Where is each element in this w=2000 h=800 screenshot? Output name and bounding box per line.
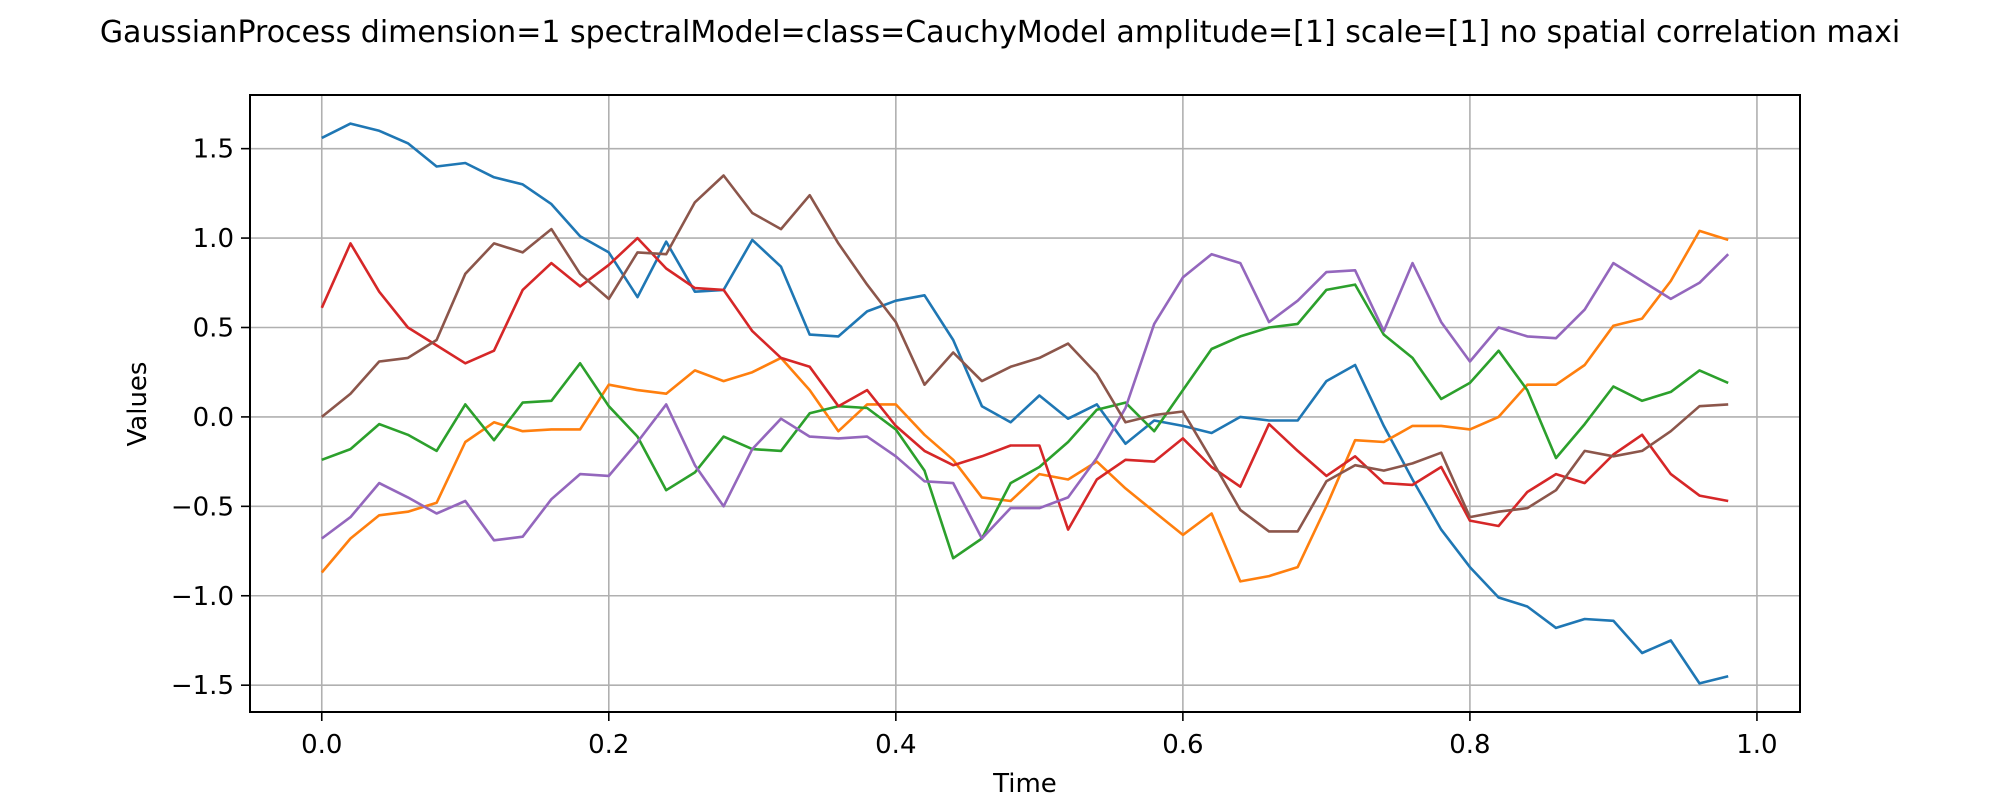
y-tick-label: 0.0 — [193, 403, 234, 433]
y-tick-label: 1.0 — [193, 224, 234, 254]
y-tick-label: 1.5 — [193, 135, 234, 165]
series-line-5 — [321, 252, 1730, 542]
series-line-4 — [320, 236, 1729, 531]
y-axis: 1.5 1.0 0.5 0.0 −0.5 −1.0 −1.5 — [171, 135, 250, 701]
x-axis: 0.0 0.2 0.4 0.6 0.8 1.0 — [301, 712, 1778, 760]
y-tick-label: −1.5 — [171, 671, 234, 701]
y-tick-label: −1.0 — [171, 582, 234, 612]
series-line-3 — [321, 283, 1729, 560]
y-axis-label: Values — [123, 362, 153, 447]
y-tick-label: −0.5 — [171, 492, 234, 522]
x-tick-label: 1.0 — [1736, 730, 1777, 760]
series-line-6 — [320, 174, 1729, 533]
plot-lines — [320, 122, 1730, 685]
x-tick-label: 0.6 — [1162, 730, 1203, 760]
y-tick-label: 0.5 — [193, 313, 234, 343]
x-tick-label: 0.2 — [588, 730, 629, 760]
x-tick-label: 0.8 — [1449, 730, 1490, 760]
x-axis-label: Time — [992, 769, 1057, 799]
x-tick-label: 0.0 — [301, 730, 342, 760]
series-line-1 — [321, 122, 1729, 685]
chart-title: GaussianProcess dimension=1 spectralMode… — [100, 15, 1900, 50]
plot-frame — [249, 94, 1801, 713]
grid — [250, 95, 1800, 712]
series-line-2 — [320, 229, 1729, 583]
x-tick-label: 0.4 — [875, 730, 916, 760]
